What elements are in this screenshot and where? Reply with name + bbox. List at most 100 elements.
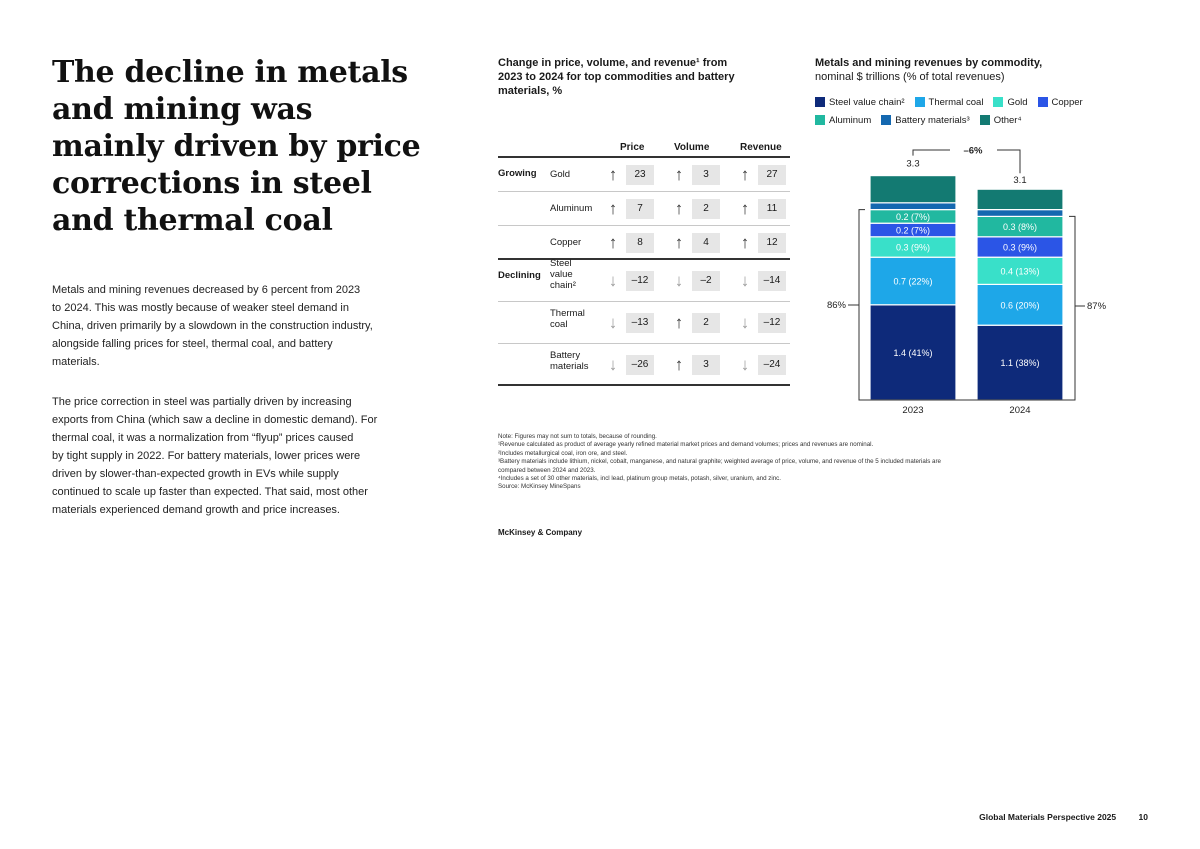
arrow-down-icon: ↓ <box>740 355 750 374</box>
bar-segment <box>869 174 957 204</box>
segment-label: 0.3 (9%) <box>1003 243 1037 253</box>
segment-label: 0.2 (7%) <box>896 226 930 236</box>
price-value: 8 <box>626 233 654 253</box>
page-number: 10 <box>1138 812 1148 822</box>
material-name-line: Gold <box>550 169 571 180</box>
body-line: alongside falling prices for steel, ther… <box>52 338 333 350</box>
material-name-line: Thermal <box>550 308 585 319</box>
price-value: 7 <box>626 199 654 219</box>
arrow-up-icon: ↑ <box>608 233 618 252</box>
footnote: Source: McKinsey MineSpans <box>498 483 581 491</box>
brand-label: McKinsey & Company <box>498 528 583 537</box>
material-name: Copper <box>550 237 581 248</box>
volume-cell: ↑ 4 <box>670 232 730 254</box>
bar-segment <box>869 202 957 211</box>
bar-segment <box>869 256 957 306</box>
revenue-cell: ↑ 27 <box>736 164 796 186</box>
body-line: driven by slower-than-expected growth in… <box>52 468 339 480</box>
legend-swatch <box>1037 97 1048 107</box>
revenue-value: –24 <box>758 355 786 375</box>
volume-cell: ↑ 2 <box>670 312 730 334</box>
footer-title: Global Materials Perspective 2025 <box>979 812 1117 822</box>
headline-line: The decline in metals <box>52 55 408 90</box>
price-value: 23 <box>626 165 654 185</box>
table-header: Price Volume Revenue <box>498 140 790 158</box>
chart-subtitle: nominal $ trillions (% of total revenues… <box>815 71 1005 83</box>
price-value: –26 <box>626 355 654 375</box>
legend-swatch <box>979 115 990 125</box>
legend-label: Steel value chain² <box>829 96 905 108</box>
body-line: to 2024. This was mostly because of weak… <box>52 302 349 314</box>
arrow-up-icon: ↑ <box>608 165 618 184</box>
volume-value: 2 <box>692 313 720 333</box>
table-row: Copper ↑ 8 ↑ 4 ↑ 12 <box>498 226 790 260</box>
revenue-stacked-bar-chart: 1.4 (41%) 0.7 (22%) 0.3 (9%) 0.2 (7%) 0.2 (7… <box>827 146 1107 417</box>
price-cell: ↓ –26 <box>604 354 664 376</box>
material-name-line: Battery <box>550 350 581 361</box>
volume-cell: ↑ 3 <box>670 354 730 376</box>
price-cell: ↑ 8 <box>604 232 664 254</box>
material-name: Battery materials <box>550 350 589 372</box>
header-price: Price <box>620 142 645 153</box>
change-table: Price Volume Revenue Growing Gold ↑ 23 ↑ 3 ↑ 27… <box>498 140 790 386</box>
revenue-value: 11 <box>758 199 786 219</box>
arrow-up-icon: ↑ <box>674 165 684 184</box>
table-row: Battery materials ↓ –26 ↑ 3 ↓ –24 <box>498 344 790 386</box>
bar-segment <box>869 304 957 401</box>
body-line: exports from China (which saw a decline … <box>52 414 378 426</box>
total-label: 3.1 <box>1013 175 1026 186</box>
volume-value: 3 <box>692 165 720 185</box>
category-label: 2023 <box>902 405 923 416</box>
body-line: materials. <box>52 356 100 368</box>
arrow-up-icon: ↑ <box>674 199 684 218</box>
arrow-down-icon: ↓ <box>674 271 684 290</box>
material-name: Thermal coal <box>550 308 585 330</box>
footnote: ³Battery materials include lithium, nick… <box>498 458 941 466</box>
price-cell: ↓ –13 <box>604 312 664 334</box>
table-row: Declining Steel value chain² ↓ –12 ↓ –2 ↓ –14 <box>498 258 790 302</box>
body-line: thermal coal, it was a normalization fro… <box>52 432 354 444</box>
chart-legend: Steel value chain² Thermal coal Gold Copper… <box>815 93 1155 129</box>
legend-label: Thermal coal <box>928 96 984 108</box>
table-title-line: 2023 to 2024 for top commodities and bat… <box>498 71 735 83</box>
arrow-up-icon: ↑ <box>740 199 750 218</box>
footnotes: Note: Figures may not sum to totals, bec… <box>498 433 1148 492</box>
headline-line: mainly driven by price <box>52 129 421 164</box>
arrow-up-icon: ↑ <box>674 233 684 252</box>
category-label: 2024 <box>1009 405 1030 416</box>
legend-item: Aluminum <box>815 115 871 126</box>
legend-item: Other⁴ <box>979 115 1022 126</box>
legend-label: Aluminum <box>829 114 872 126</box>
price-cell: ↑ 7 <box>604 198 664 220</box>
bar-segment <box>976 188 1064 211</box>
body-paragraph-1: Metals and mining revenues decreased by … <box>52 281 432 371</box>
arrow-down-icon: ↓ <box>608 355 618 374</box>
share-bracket-left <box>858 209 865 401</box>
bar-segment <box>976 283 1064 326</box>
legend-swatch <box>993 97 1004 107</box>
material-name-line: chain² <box>550 280 576 291</box>
revenue-cell: ↑ 12 <box>736 232 796 254</box>
legend-label: Battery materials³ <box>895 114 970 126</box>
change-bracket-left <box>912 149 950 156</box>
body-line: Metals and mining revenues decreased by … <box>52 284 361 296</box>
material-name-line: coal <box>550 319 568 330</box>
legend-label: Gold <box>1007 96 1028 108</box>
arrow-down-icon: ↓ <box>608 313 618 332</box>
bar-segment <box>976 208 1064 217</box>
change-label: –6% <box>963 146 983 157</box>
table-title-line: materials, % <box>498 85 563 97</box>
revenue-cell: ↑ 11 <box>736 198 796 220</box>
arrow-up-icon: ↑ <box>674 355 684 374</box>
segment-label: 1.4 (41%) <box>893 348 932 358</box>
legend-swatch <box>881 115 892 125</box>
group-label: Declining <box>498 270 541 281</box>
legend-item: Battery materials³ <box>881 114 970 126</box>
price-cell: ↓ –12 <box>604 270 664 292</box>
header-revenue: Revenue <box>740 142 782 153</box>
body-line: China, driven primarily by a slowdown in… <box>52 320 373 332</box>
share-label-left: 86% <box>827 300 847 311</box>
footnote: ⁴Includes a set of 30 other materials, i… <box>498 475 781 483</box>
revenue-value: –14 <box>758 271 786 291</box>
body-line: by tight supply in 2022. For battery mat… <box>52 450 361 462</box>
